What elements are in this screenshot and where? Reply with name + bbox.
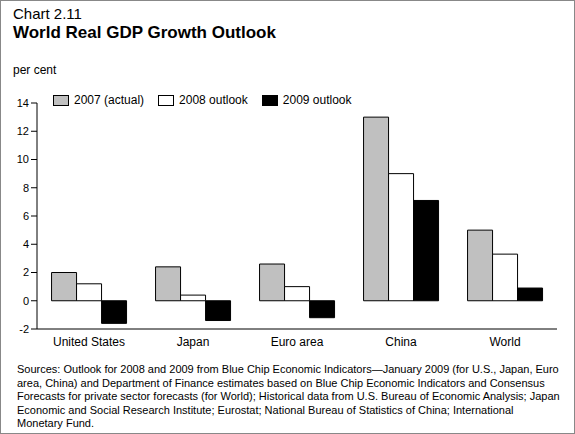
svg-text:China: China (385, 335, 417, 349)
svg-text:12: 12 (17, 125, 29, 137)
html-text:Sources: Outlook for 2008 and: Sources: Outlook for 2008 and 2009 from … (17, 363, 560, 429)
svg-text:6: 6 (23, 210, 29, 222)
svg-text:Japan: Japan (177, 335, 210, 349)
svg-text:United States: United States (53, 335, 125, 349)
svg-text:0: 0 (23, 295, 29, 307)
html-text:2008 outlook: 2008 outlook (179, 93, 248, 107)
svg-text:World: World (489, 335, 520, 349)
svg-text:8: 8 (23, 182, 29, 194)
html-text:World Real GDP Growth Outlook: World Real GDP Growth Outlook (13, 23, 276, 42)
html-text:2007 (actual): 2007 (actual) (74, 93, 144, 107)
svg-text:4: 4 (23, 238, 29, 250)
html-text:per cent: per cent (13, 63, 57, 77)
svg-text:-2: -2 (19, 323, 29, 335)
svg-text:2: 2 (23, 266, 29, 278)
html-text:2009 outlook: 2009 outlook (282, 93, 352, 107)
svg-text:10: 10 (17, 153, 29, 165)
html-text:Chart 2.11: Chart 2.11 (13, 5, 82, 22)
svg-text:14: 14 (17, 97, 29, 109)
svg-text:Euro area: Euro area (271, 335, 324, 349)
